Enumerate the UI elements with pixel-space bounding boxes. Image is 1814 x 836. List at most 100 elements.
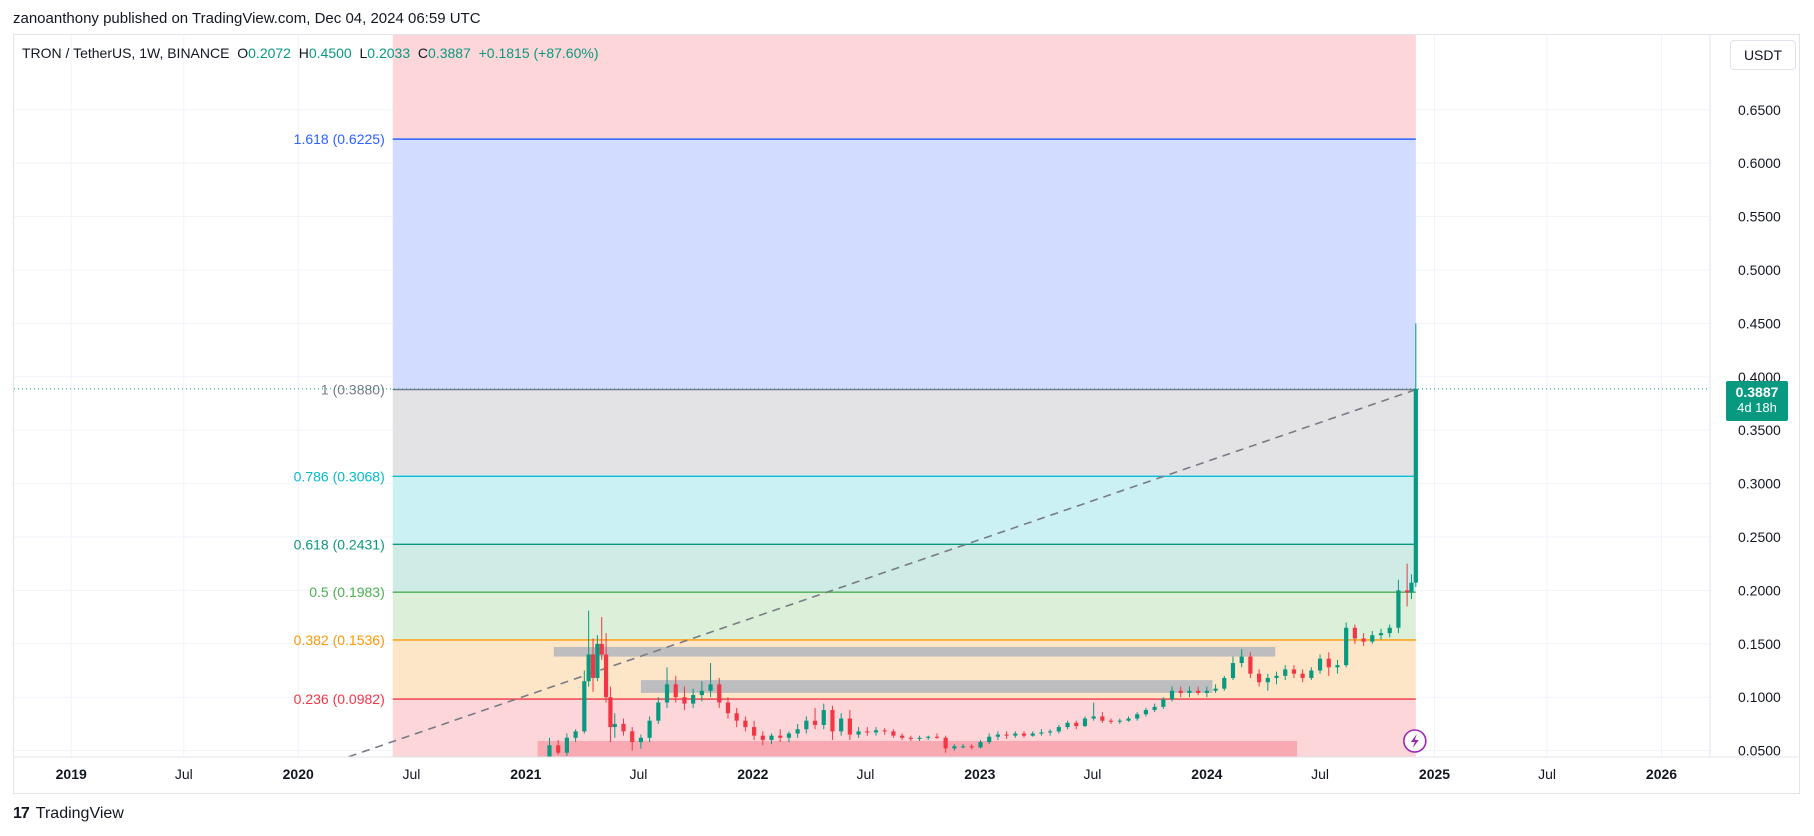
candle-body xyxy=(1187,690,1192,693)
bar-countdown: 4d 18h xyxy=(1737,400,1777,415)
legend-close-value: 0.3887 xyxy=(428,45,471,61)
candle-body xyxy=(908,737,913,739)
candle-body xyxy=(969,746,974,748)
candle-body xyxy=(682,697,687,704)
price-zone xyxy=(537,740,1298,757)
candle-body xyxy=(1065,722,1070,728)
x-tick-label: Jul xyxy=(1538,766,1556,782)
x-tick-label: 2020 xyxy=(283,766,314,782)
candle-body xyxy=(691,695,696,704)
candle-body xyxy=(595,643,600,678)
candle-body xyxy=(1387,627,1392,634)
candle-body xyxy=(1413,388,1418,583)
candle-body xyxy=(573,731,578,738)
y-tick-label: 0.0500 xyxy=(1738,743,1781,759)
candle-body xyxy=(743,720,748,728)
candle-body xyxy=(978,742,983,748)
candle-body xyxy=(804,720,809,730)
candle-body xyxy=(865,731,870,733)
legend-low-label: L xyxy=(359,45,368,61)
last-price-value: 0.3887 xyxy=(1735,384,1779,400)
candle-body xyxy=(599,643,604,655)
candle-body xyxy=(725,702,731,714)
candle-body xyxy=(760,735,765,740)
publisher-line: zanoanthony published on TradingView.com… xyxy=(13,10,481,27)
candle-body xyxy=(1048,731,1053,733)
symbol-legend: TRON / TetherUS, 1W, BINANCE O 0.2072 H … xyxy=(22,45,599,61)
x-tick-label: 2026 xyxy=(1646,766,1677,782)
x-tick-label: Jul xyxy=(1311,766,1329,782)
y-tick-label: 0.6500 xyxy=(1738,102,1781,118)
x-tick-label: 2023 xyxy=(964,766,995,782)
candle-body xyxy=(1143,710,1149,715)
currency-button[interactable]: USDT xyxy=(1730,40,1796,70)
candle-body xyxy=(1352,627,1357,639)
fib-level-label: 0.5 (0.1983) xyxy=(309,584,385,600)
candle-body xyxy=(1126,718,1131,721)
candle-body xyxy=(664,684,670,703)
price-zone xyxy=(640,680,1213,693)
trend-line xyxy=(345,388,1417,757)
candle-body xyxy=(1222,677,1227,689)
candle-body xyxy=(1013,733,1018,736)
y-tick-label: 0.5000 xyxy=(1738,262,1781,278)
candle-body xyxy=(1039,732,1044,734)
candle-body xyxy=(1239,656,1244,664)
x-tick-label: 2019 xyxy=(56,766,87,782)
x-tick-label: Jul xyxy=(856,766,874,782)
last-price-badge: 0.3887 4d 18h xyxy=(1726,381,1788,421)
candle-body xyxy=(769,735,774,740)
candle-body xyxy=(995,734,1000,737)
candle-body xyxy=(812,720,818,725)
candle-body xyxy=(1230,663,1236,678)
x-tick-label: Jul xyxy=(402,766,420,782)
candle-body xyxy=(1056,727,1061,732)
candle-body xyxy=(1396,590,1401,628)
y-tick-label: 0.1500 xyxy=(1738,636,1781,652)
legend-high-value: 0.4500 xyxy=(308,45,352,61)
candle-body xyxy=(708,684,713,691)
legend-close-label: C xyxy=(417,45,429,61)
y-tick-label: 0.3500 xyxy=(1738,422,1781,438)
candle-body xyxy=(882,730,887,732)
fib-level-label: 1 (0.3880) xyxy=(321,382,385,398)
candle-body xyxy=(564,737,569,753)
fib-level-label: 0.618 (0.2431) xyxy=(294,536,385,552)
candle-body xyxy=(1100,716,1105,721)
tradingview-footer[interactable]: 17 TradingView xyxy=(13,805,124,823)
candle-body xyxy=(699,690,704,696)
candle-body xyxy=(608,697,613,728)
candle-body xyxy=(590,654,596,678)
candle-body xyxy=(1344,627,1349,666)
candle-body xyxy=(926,736,931,738)
fib-band xyxy=(392,389,1416,477)
candle-body xyxy=(1161,699,1166,707)
candle-body xyxy=(1283,669,1288,676)
x-tick-label: 2024 xyxy=(1191,766,1222,782)
candle-body xyxy=(1213,688,1218,691)
candle-body xyxy=(673,684,678,698)
candle-body xyxy=(1361,638,1366,642)
candle-body xyxy=(891,731,896,736)
x-tick-label: 2021 xyxy=(510,766,541,782)
candle-body xyxy=(786,733,792,738)
candle-body xyxy=(943,737,948,749)
candle-body xyxy=(1117,720,1122,722)
candle-body xyxy=(1326,658,1331,668)
candle-body xyxy=(612,723,617,728)
lightning-glyph-icon xyxy=(1410,734,1419,748)
candle-body xyxy=(1317,658,1323,671)
candle-body xyxy=(1196,690,1201,693)
candle-body xyxy=(1135,714,1140,719)
candle-body xyxy=(1378,633,1384,636)
candle-body xyxy=(1370,635,1375,642)
candle-body xyxy=(1004,734,1009,736)
candle-body xyxy=(1030,733,1035,736)
candle-body xyxy=(778,735,783,738)
x-tick-label: 2022 xyxy=(737,766,768,782)
candle-body xyxy=(821,710,826,725)
chart-frame xyxy=(13,34,1800,794)
candle-body xyxy=(830,710,835,732)
candle-body xyxy=(1265,677,1270,683)
